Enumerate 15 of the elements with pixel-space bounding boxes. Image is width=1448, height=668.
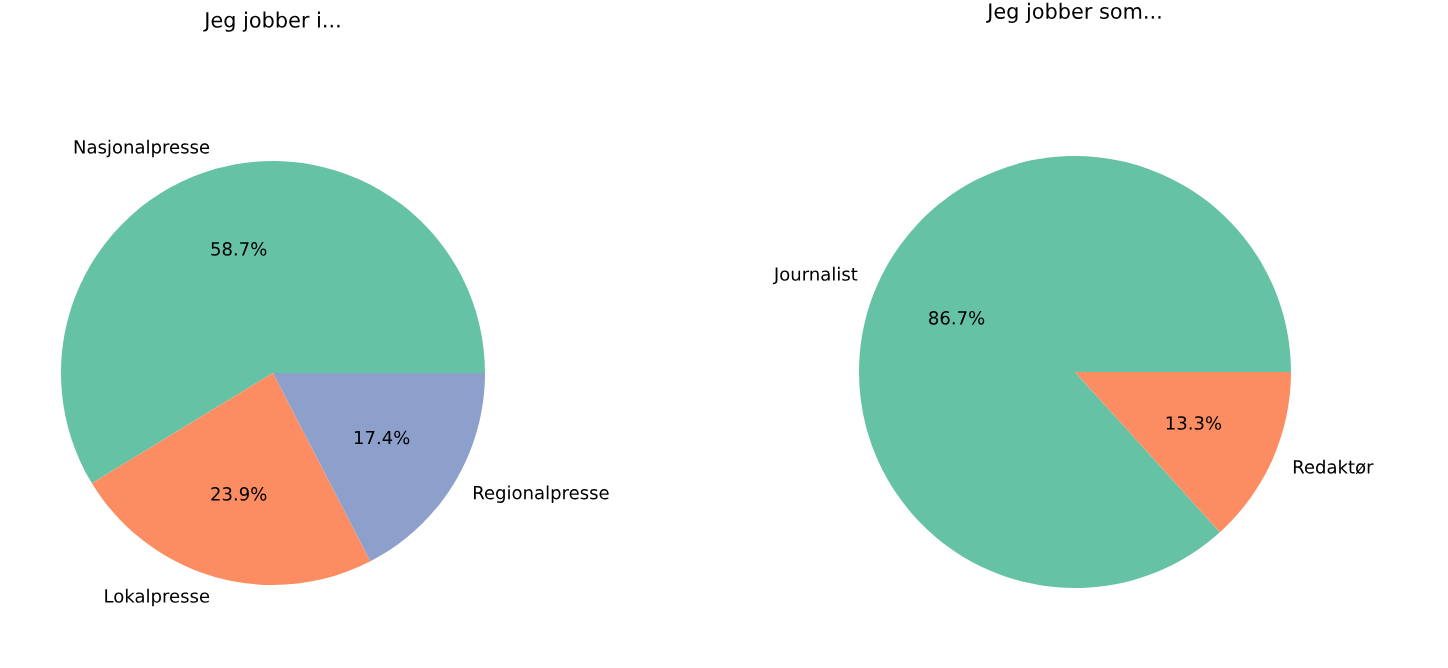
pie-slice: [859, 156, 1291, 588]
slice-label: Nasjonalpresse: [74, 139, 210, 158]
data-label: 86.7%: [929, 310, 985, 325]
pie-slice: [1075, 372, 1291, 533]
slice-label: Journalist: [772, 266, 858, 285]
data-label: 58.7%: [211, 242, 267, 256]
slice-label: Lokalpresse: [105, 588, 210, 607]
data-label: 17.4%: [354, 430, 410, 445]
data-label: 13.3%: [1166, 416, 1222, 430]
chart-title: Jeg jobber i...: [203, 11, 340, 32]
slice-label: Regionalpresse: [473, 485, 609, 503]
chart-title: Jeg jobber som...: [986, 2, 1161, 23]
pie-slice: [61, 161, 485, 484]
slice-label: Redaktør: [1293, 459, 1374, 475]
data-label: 23.9%: [211, 487, 267, 501]
